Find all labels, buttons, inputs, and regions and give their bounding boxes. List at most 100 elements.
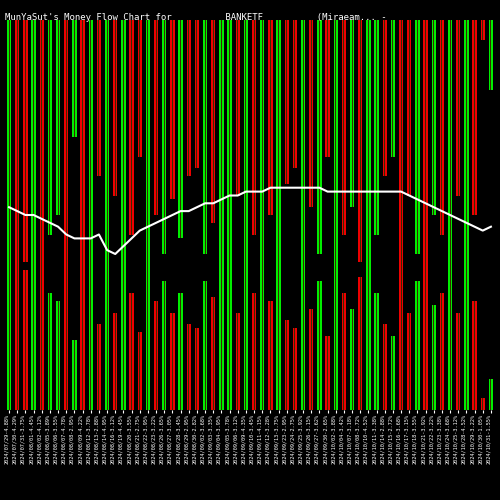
Bar bbox=[278, 20, 279, 274]
Bar bbox=[286, 320, 287, 410]
Bar bbox=[268, 20, 272, 215]
Bar bbox=[376, 20, 377, 234]
Bar bbox=[270, 20, 271, 215]
Bar bbox=[146, 262, 150, 410]
Bar bbox=[121, 20, 126, 340]
Bar bbox=[15, 234, 20, 410]
Bar bbox=[425, 262, 426, 410]
Bar bbox=[301, 254, 306, 410]
Bar bbox=[244, 20, 248, 332]
Bar bbox=[456, 312, 460, 410]
Bar bbox=[64, 20, 68, 379]
Bar bbox=[417, 282, 418, 410]
Bar bbox=[113, 312, 117, 410]
Bar bbox=[96, 324, 101, 410]
Bar bbox=[90, 20, 91, 274]
Bar bbox=[194, 328, 199, 410]
Bar bbox=[286, 20, 287, 184]
Bar bbox=[32, 20, 36, 398]
Bar bbox=[327, 336, 328, 410]
Bar bbox=[178, 293, 183, 410]
Bar bbox=[211, 20, 216, 223]
Bar bbox=[211, 297, 216, 410]
Bar bbox=[276, 270, 281, 410]
Bar bbox=[123, 234, 124, 410]
Bar bbox=[236, 20, 240, 196]
Bar bbox=[186, 20, 191, 176]
Bar bbox=[334, 262, 338, 410]
Bar bbox=[64, 215, 68, 410]
Bar bbox=[268, 301, 272, 410]
Bar bbox=[292, 328, 297, 410]
Bar bbox=[376, 293, 377, 410]
Bar bbox=[326, 336, 330, 410]
Bar bbox=[301, 20, 306, 301]
Bar bbox=[415, 282, 420, 410]
Bar bbox=[196, 328, 198, 410]
Bar bbox=[390, 20, 395, 156]
Bar bbox=[90, 274, 91, 410]
Bar bbox=[106, 20, 108, 410]
Bar bbox=[407, 20, 412, 196]
Bar bbox=[252, 293, 256, 410]
Bar bbox=[154, 301, 158, 410]
Bar bbox=[172, 20, 173, 200]
Bar bbox=[366, 215, 370, 410]
Bar bbox=[488, 20, 493, 90]
Bar bbox=[424, 262, 428, 410]
Bar bbox=[472, 301, 477, 410]
Bar bbox=[270, 301, 271, 410]
Bar bbox=[334, 20, 338, 293]
Bar bbox=[25, 270, 26, 410]
Bar bbox=[130, 20, 134, 234]
Bar bbox=[480, 398, 485, 410]
Bar bbox=[8, 196, 10, 410]
Bar bbox=[203, 20, 207, 254]
Bar bbox=[56, 301, 60, 410]
Bar bbox=[390, 336, 395, 410]
Bar bbox=[180, 293, 181, 410]
Bar bbox=[48, 20, 52, 234]
Bar bbox=[8, 20, 10, 410]
Bar bbox=[311, 308, 312, 410]
Bar bbox=[252, 20, 256, 234]
Bar bbox=[219, 20, 224, 293]
Bar bbox=[342, 20, 346, 234]
Bar bbox=[40, 20, 44, 301]
Bar bbox=[48, 293, 52, 410]
Bar bbox=[229, 270, 230, 410]
Bar bbox=[440, 293, 444, 410]
Bar bbox=[292, 20, 297, 168]
Bar bbox=[392, 20, 394, 156]
Bar bbox=[194, 20, 199, 168]
Bar bbox=[327, 20, 328, 156]
Bar bbox=[326, 20, 330, 156]
Bar bbox=[162, 20, 166, 254]
Bar bbox=[488, 379, 493, 410]
Bar bbox=[474, 20, 475, 215]
Bar bbox=[80, 246, 85, 410]
Bar bbox=[432, 20, 436, 215]
Bar bbox=[490, 20, 492, 90]
Bar bbox=[409, 20, 410, 196]
Bar bbox=[490, 379, 492, 410]
Bar bbox=[138, 332, 142, 410]
Bar bbox=[317, 282, 322, 410]
Bar bbox=[260, 20, 264, 312]
Bar bbox=[162, 282, 166, 410]
Bar bbox=[170, 312, 174, 410]
Bar bbox=[284, 20, 289, 184]
Bar bbox=[384, 20, 385, 176]
Bar bbox=[196, 20, 198, 168]
Bar bbox=[130, 293, 134, 410]
Bar bbox=[204, 20, 206, 254]
Bar bbox=[33, 20, 34, 398]
Bar bbox=[466, 226, 467, 410]
Bar bbox=[382, 324, 387, 410]
Bar bbox=[480, 20, 485, 40]
Bar bbox=[221, 262, 222, 410]
Bar bbox=[350, 308, 354, 410]
Bar bbox=[294, 20, 296, 168]
Bar bbox=[180, 20, 181, 238]
Bar bbox=[399, 270, 404, 410]
